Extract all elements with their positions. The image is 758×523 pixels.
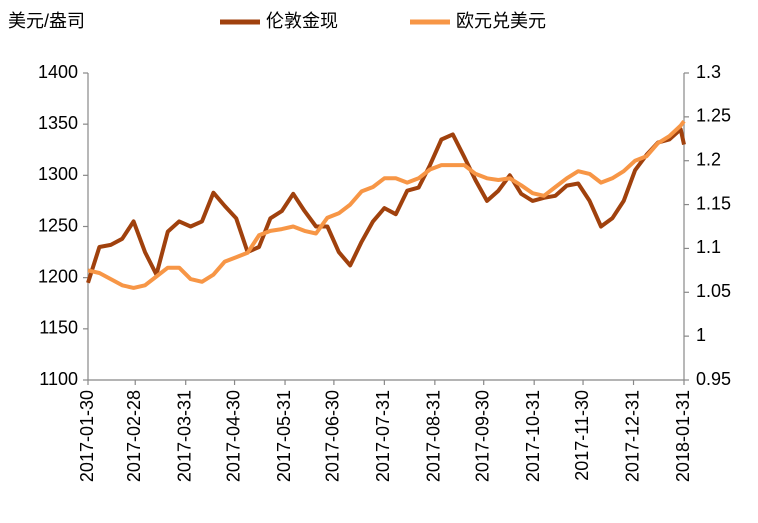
y2-tick-label: 1 — [696, 325, 706, 345]
x-tick-label: 2017-07-31 — [373, 390, 393, 482]
series-line — [86, 127, 686, 284]
series-line — [87, 120, 686, 290]
x-tick-label: 2017-06-30 — [323, 390, 343, 482]
y-tick-label: 1100 — [39, 369, 78, 389]
y-tick-label: 1150 — [39, 318, 78, 338]
y2-tick-label: 1.05 — [696, 281, 731, 301]
y2-tick-label: 0.95 — [696, 369, 731, 389]
x-tick-label: 2017-02-28 — [124, 390, 144, 482]
y2-tick-label: 1.25 — [696, 106, 731, 126]
x-tick-label: 2018-01-31 — [673, 390, 693, 482]
y2-tick-label: 1.3 — [696, 62, 721, 82]
y-tick-label: 1250 — [38, 215, 78, 235]
y-tick-label: 1350 — [38, 113, 78, 133]
x-tick-label: 2017-03-31 — [174, 390, 194, 482]
y2-tick-label: 1.1 — [696, 237, 721, 257]
y2-tick-label: 1.2 — [696, 149, 721, 169]
x-tick-label: 2017-10-31 — [523, 390, 543, 482]
x-tick-label: 2017-01-30 — [77, 390, 97, 482]
x-tick-label: 2017-05-31 — [274, 390, 294, 482]
x-tick-label: 2017-11-30 — [572, 390, 592, 481]
y-tick-label: 1300 — [38, 164, 78, 184]
y-tick-label: 1400 — [38, 62, 78, 82]
y2-tick-label: 1.15 — [696, 193, 731, 213]
x-tick-label: 2017-08-31 — [424, 390, 444, 482]
x-tick-label: 2017-09-30 — [472, 390, 492, 482]
legend-label: 欧元兑美元 — [456, 11, 546, 31]
y-axis-label: 美元/盎司 — [8, 11, 85, 31]
x-tick-label: 2017-04-30 — [223, 390, 243, 482]
legend-label: 伦敦金现 — [266, 11, 338, 31]
y-tick-label: 1200 — [38, 266, 78, 286]
x-tick-label: 2017-12-31 — [622, 390, 642, 482]
